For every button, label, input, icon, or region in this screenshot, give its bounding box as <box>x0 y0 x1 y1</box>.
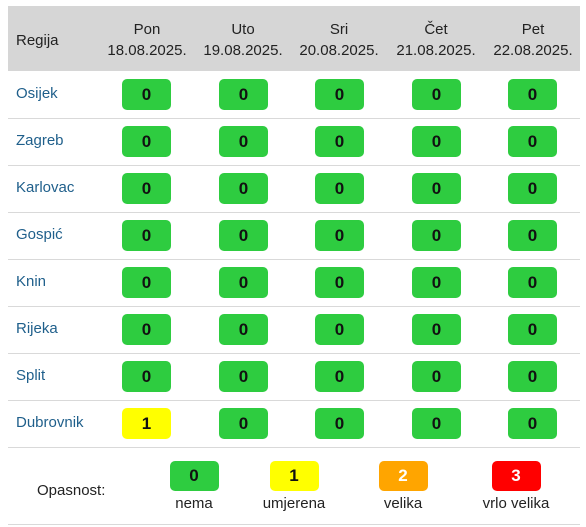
danger-badge: 0 <box>122 314 171 345</box>
day-header-thu: Čet 21.08.2025. <box>388 19 484 61</box>
danger-badge: 0 <box>219 79 268 110</box>
danger-badge: 0 <box>508 220 557 251</box>
day-header-tue: Uto 19.08.2025. <box>195 19 291 61</box>
day-name: Čet <box>424 21 448 38</box>
danger-badge: 0 <box>122 126 171 157</box>
day-name: Uto <box>231 21 255 38</box>
danger-badge: 0 <box>508 361 557 392</box>
table-row: Zagreb 0 0 0 0 0 <box>8 118 580 166</box>
legend-item-very-high: 3 vrlo velika <box>461 461 571 512</box>
table-row: Dubrovnik 1 0 0 0 0 <box>8 400 580 448</box>
table-row: Knin 0 0 0 0 0 <box>8 259 580 307</box>
danger-badge: 0 <box>508 408 557 439</box>
legend-badge: 1 <box>269 461 319 491</box>
day-header-mon: Pon 18.08.2025. <box>99 19 195 61</box>
danger-badge: 0 <box>315 173 364 204</box>
table-row: Gospić 0 0 0 0 0 <box>8 212 580 260</box>
legend-item-moderate: 1 umjerena <box>239 461 349 512</box>
day-date: 21.08.2025. <box>396 42 476 59</box>
region-link[interactable]: Dubrovnik <box>16 414 84 431</box>
danger-badge: 0 <box>412 126 461 157</box>
danger-badge: 0 <box>219 314 268 345</box>
danger-badge: 0 <box>315 314 364 345</box>
danger-badge: 0 <box>122 173 171 204</box>
table-row: Osijek 0 0 0 0 0 <box>8 71 580 119</box>
danger-badge: 0 <box>412 173 461 204</box>
danger-badge: 0 <box>315 361 364 392</box>
danger-badge: 1 <box>122 408 171 439</box>
day-name: Pon <box>133 21 161 38</box>
danger-badge: 0 <box>412 408 461 439</box>
danger-badge: 0 <box>219 361 268 392</box>
danger-badge: 0 <box>219 267 268 298</box>
danger-badge: 0 <box>315 408 364 439</box>
legend-badge: 0 <box>169 461 219 491</box>
danger-badge: 0 <box>508 126 557 157</box>
danger-badge: 0 <box>508 173 557 204</box>
danger-legend: Opasnost: 0 nema 1 umjerena 2 velika 3 v… <box>8 448 580 525</box>
danger-badge: 0 <box>412 220 461 251</box>
danger-badge: 0 <box>508 314 557 345</box>
day-date: 19.08.2025. <box>203 42 283 59</box>
table-row: Rijeka 0 0 0 0 0 <box>8 306 580 354</box>
legend-name: umjerena <box>262 495 326 512</box>
day-date: 18.08.2025. <box>107 42 187 59</box>
day-date: 22.08.2025. <box>493 42 573 59</box>
legend-name: nema <box>175 495 213 512</box>
day-header-fri: Pet 22.08.2025. <box>485 19 581 61</box>
region-link[interactable]: Split <box>16 367 46 384</box>
danger-badge: 0 <box>219 126 268 157</box>
legend-name: vrlo velika <box>482 495 550 512</box>
danger-badge: 0 <box>122 361 171 392</box>
danger-badge: 0 <box>412 79 461 110</box>
legend-badge: 3 <box>491 461 541 491</box>
danger-badge: 0 <box>508 79 557 110</box>
legend-item-none: 0 nema <box>139 461 249 512</box>
legend-badge: 2 <box>378 461 428 491</box>
danger-badge: 0 <box>122 220 171 251</box>
region-link[interactable]: Knin <box>16 273 47 290</box>
danger-badge: 0 <box>412 361 461 392</box>
day-header-wed: Sri 20.08.2025. <box>291 19 387 61</box>
region-link[interactable]: Rijeka <box>16 320 58 337</box>
danger-badge: 0 <box>315 79 364 110</box>
region-link[interactable]: Karlovac <box>16 179 75 196</box>
day-name: Sri <box>329 21 349 38</box>
day-name: Pet <box>521 21 545 38</box>
danger-badge: 0 <box>315 126 364 157</box>
danger-badge: 0 <box>508 267 557 298</box>
region-link[interactable]: Zagreb <box>16 132 64 149</box>
danger-badge: 0 <box>219 408 268 439</box>
day-date: 20.08.2025. <box>299 42 379 59</box>
table-row: Karlovac 0 0 0 0 0 <box>8 165 580 213</box>
danger-badge: 0 <box>315 220 364 251</box>
danger-badge: 0 <box>219 220 268 251</box>
danger-badge: 0 <box>122 79 171 110</box>
legend-item-high: 2 velika <box>348 461 458 512</box>
region-link[interactable]: Gospić <box>16 226 63 243</box>
table-row: Split 0 0 0 0 0 <box>8 353 580 401</box>
table-header: Regija Pon 18.08.2025. Uto 19.08.2025. S… <box>8 6 580 71</box>
region-column-header: Regija <box>16 32 59 49</box>
legend-label: Opasnost: <box>37 482 106 499</box>
legend-name: velika <box>383 495 423 512</box>
danger-badge: 0 <box>412 314 461 345</box>
region-link[interactable]: Osijek <box>16 85 58 102</box>
danger-badge: 0 <box>412 267 461 298</box>
danger-badge: 0 <box>315 267 364 298</box>
danger-badge: 0 <box>122 267 171 298</box>
danger-badge: 0 <box>219 173 268 204</box>
